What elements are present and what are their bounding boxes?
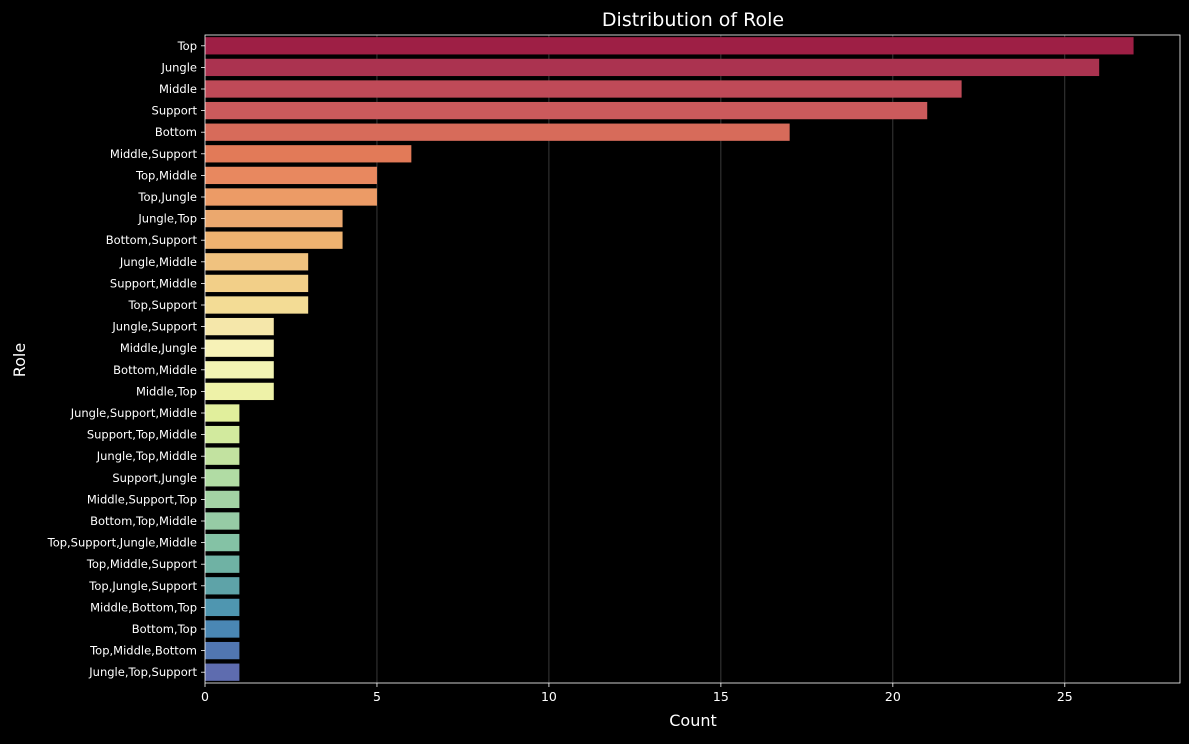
- bar: [205, 188, 377, 206]
- y-tick-label: Jungle,Support,Middle: [70, 406, 197, 420]
- y-tick-label: Middle: [159, 82, 197, 96]
- y-tick-label: Jungle,Support: [111, 320, 197, 334]
- bar: [205, 209, 343, 228]
- bar: [205, 598, 240, 617]
- labels: Top Jungle Middle Support Bottom Middle,Suppo…: [47, 39, 1073, 704]
- y-tick-label: Top,Support,Jungle,Middle: [47, 536, 197, 550]
- x-tick-label: 5: [373, 689, 381, 704]
- y-tick-label: Middle,Support: [110, 147, 198, 161]
- bar: [205, 447, 240, 465]
- bar: [205, 577, 240, 595]
- x-tick-label: 15: [713, 689, 729, 704]
- y-tick-label: Middle,Top: [136, 384, 197, 398]
- bar: [205, 663, 240, 681]
- bar: [205, 641, 240, 660]
- x-axis-title: Count: [669, 711, 717, 730]
- y-tick-label: Bottom,Top,Middle: [90, 514, 197, 528]
- y-tick-label: Middle,Bottom,Top: [90, 600, 197, 614]
- y-tick-label: Jungle,Top,Support: [88, 665, 197, 679]
- bar: [205, 296, 309, 314]
- chart-title: Distribution of Role: [602, 9, 784, 31]
- y-tick-label: Top,Jungle: [137, 190, 197, 204]
- bar: [205, 469, 240, 487]
- y-tick-label: Middle,Support,Top: [87, 492, 197, 506]
- bar: [205, 274, 309, 293]
- bar: [205, 231, 343, 249]
- y-tick-label: Bottom,Support: [106, 233, 198, 247]
- y-tick-label: Middle,Jungle: [120, 341, 197, 355]
- bar: [205, 425, 240, 444]
- y-tick-label: Jungle,Middle: [119, 255, 197, 269]
- bar: [205, 123, 790, 141]
- bars: [205, 37, 1134, 681]
- bar: [205, 80, 962, 98]
- bar: [205, 620, 240, 638]
- y-tick-label: Bottom: [155, 125, 197, 139]
- y-tick-label: Bottom,Middle: [113, 363, 197, 377]
- y-tick-label: Support,Middle: [110, 276, 197, 290]
- x-tick-label: 0: [201, 689, 209, 704]
- x-tick-label: 20: [885, 689, 901, 704]
- y-tick-label: Top: [177, 39, 197, 53]
- y-tick-label: Jungle: [160, 60, 197, 74]
- y-tick-label: Support,Top,Middle: [87, 428, 197, 442]
- bar: [205, 37, 1134, 55]
- x-tick-label: 10: [541, 689, 557, 704]
- bar: [205, 253, 309, 271]
- bar: [205, 512, 240, 530]
- bar: [205, 58, 1100, 77]
- y-axis-title: Role: [10, 343, 29, 377]
- bar: [205, 145, 412, 163]
- bar: [205, 382, 274, 401]
- axes: [201, 34, 1181, 687]
- bar: [205, 317, 274, 336]
- y-tick-label: Bottom,Top: [132, 622, 197, 636]
- y-tick-label: Top,Support: [127, 298, 197, 312]
- bar: [205, 555, 240, 573]
- bar: [205, 361, 274, 379]
- y-tick-label: Top,Middle,Bottom: [89, 644, 197, 658]
- bar: [205, 533, 240, 552]
- y-tick-label: Support: [152, 104, 198, 118]
- y-tick-label: Support,Jungle: [112, 471, 197, 485]
- y-tick-label: Jungle,Top: [137, 212, 197, 226]
- y-tick-label: Top,Middle,Support: [86, 557, 198, 571]
- x-tick-label: 25: [1057, 689, 1073, 704]
- bar: [205, 490, 240, 509]
- y-tick-label: Jungle,Top,Middle: [96, 449, 197, 463]
- plot-frame: [204, 34, 1181, 684]
- grid: [376, 35, 1066, 683]
- bar: [205, 101, 928, 120]
- bar: [205, 339, 274, 357]
- bar: [205, 166, 377, 185]
- bar: [205, 404, 240, 422]
- y-tick-label: Top,Middle: [135, 168, 197, 182]
- y-tick-label: Top,Jungle,Support: [88, 579, 197, 593]
